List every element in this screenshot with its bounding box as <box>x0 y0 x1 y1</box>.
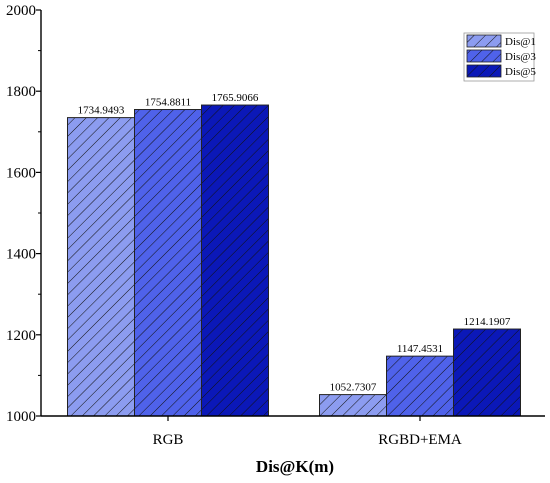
bar-dis-1-rgbd-ema <box>319 394 387 417</box>
legend: Dis@1 Dis@3 Dis@5 <box>463 32 536 82</box>
value-label: 1765.9066 <box>212 92 259 104</box>
bar-dis-3-rgbd-ema <box>386 355 454 417</box>
y-tick-label: 1000 <box>6 409 36 425</box>
axes-layer: RGB RGBD+EMA 1000 1200 1400 1600 1800 2000 <box>6 3 545 448</box>
legend-swatch <box>466 34 502 48</box>
bar-dis-1-rgb <box>67 117 135 417</box>
y-tick-label: 1800 <box>6 84 36 100</box>
bar-dis-5-rgbd-ema <box>453 328 521 417</box>
value-label: 1754.8811 <box>145 97 191 109</box>
value-label: 1052.7307 <box>330 382 377 394</box>
bar-dis-5-rgb <box>201 104 269 417</box>
value-label: 1214.1907 <box>464 316 511 328</box>
value-label: 1734.9493 <box>78 105 125 117</box>
legend-swatch <box>466 64 502 78</box>
y-tick-label: 1400 <box>6 247 36 263</box>
x-axis-title: Dis@K(m) <box>256 457 334 476</box>
y-tick-label: 1600 <box>6 165 36 181</box>
bars-layer <box>67 104 521 417</box>
x-tick-label: RGB <box>153 432 184 448</box>
legend-swatch <box>466 49 502 63</box>
value-label: 1147.4531 <box>397 343 443 355</box>
legend-label: Dis@1 <box>505 36 536 48</box>
value-labels-layer: 1734.9493 1754.8811 1765.9066 1052.7307 1147… <box>78 92 511 394</box>
x-tick-label: RGBD+EMA <box>378 432 462 448</box>
legend-label: Dis@3 <box>505 51 536 63</box>
y-tick-label: 2000 <box>6 3 36 19</box>
bar-dis-3-rgb <box>134 109 202 417</box>
legend-label: Dis@5 <box>505 66 536 78</box>
y-tick-label: 1200 <box>6 328 36 344</box>
